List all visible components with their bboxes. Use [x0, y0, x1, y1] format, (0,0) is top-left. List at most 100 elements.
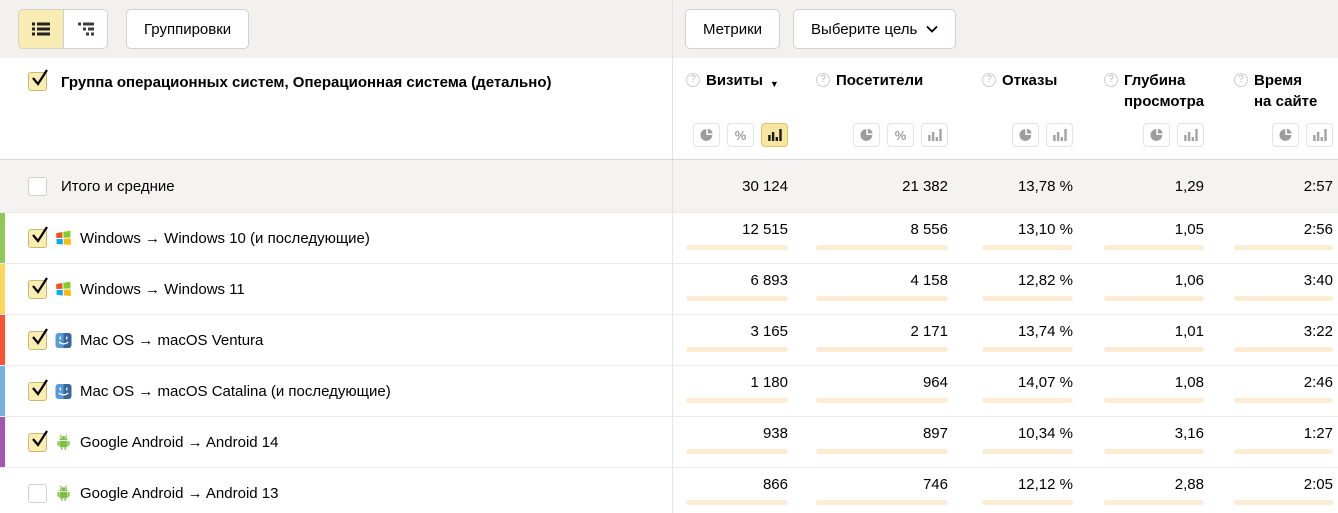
row-checkbox[interactable] — [28, 378, 48, 401]
cell-depth: 1,29 — [1077, 160, 1208, 212]
macos-icon — [55, 332, 72, 348]
row-checkbox[interactable] — [28, 483, 47, 503]
table-header: Группа операционных систем, Операционная… — [0, 58, 1338, 160]
help-icon[interactable]: ? — [686, 73, 700, 87]
cell-visits: 1 180 — [673, 366, 792, 416]
tree-view-button[interactable] — [63, 10, 107, 48]
metric-value: 14,07 % — [1017, 374, 1073, 391]
column-sort-visitors[interactable]: ? Посетители — [816, 70, 948, 91]
row-color-stripe — [0, 315, 5, 365]
table-row: Google Android → Android 13 866 746 12,1… — [0, 467, 1338, 513]
metric-value: 3:22 — [1303, 323, 1333, 340]
metric-value: 2,88 — [1174, 476, 1204, 493]
table-row: Mac OS → macOS Ventura 3 165 2 171 13,74… — [0, 314, 1338, 365]
cell-time: 2:05 — [1208, 468, 1338, 513]
toolbar-left: Группировки — [0, 0, 672, 58]
row-checkbox[interactable] — [28, 176, 47, 196]
metric-bar — [816, 347, 948, 352]
column-sort-bounce[interactable]: ? Отказы — [982, 70, 1073, 91]
cell-bounce: 14,07 % — [952, 366, 1077, 416]
row-checkbox[interactable] — [28, 276, 48, 299]
metric-bar — [982, 398, 1073, 403]
toggle-percent-visitors[interactable]: % — [887, 123, 914, 147]
row-checkbox[interactable] — [28, 429, 48, 452]
row-color-stripe — [0, 417, 5, 467]
metric-bar — [686, 500, 788, 505]
column-label: Визиты — [706, 72, 763, 89]
toggle-percent-visits[interactable]: % — [727, 123, 754, 147]
goal-selector-button[interactable]: Выберите цель — [793, 9, 957, 49]
row-checkbox[interactable] — [28, 327, 48, 350]
macos-icon — [55, 383, 72, 399]
toggle-bar-visitors[interactable] — [921, 123, 948, 147]
metric-value: 1:27 — [1303, 425, 1333, 442]
checkmark-icon — [32, 429, 48, 447]
help-icon[interactable]: ? — [1104, 73, 1118, 87]
cell-visits: 3 165 — [673, 315, 792, 365]
column-sort-time[interactable]: ? Время на сайте — [1234, 70, 1333, 112]
pie-chart-icon — [860, 128, 873, 141]
toggle-pie-visits[interactable] — [693, 123, 720, 147]
cell-visits: 12 515 — [673, 213, 792, 263]
metric-bar — [1104, 449, 1204, 454]
toggle-bar-time[interactable] — [1306, 123, 1333, 147]
groupings-button-label: Группировки — [144, 20, 232, 38]
metric-value: 964 — [922, 374, 948, 391]
cell-time: 2:46 — [1208, 366, 1338, 416]
metric-value: 3 165 — [750, 323, 788, 340]
goal-selector-label: Выберите цель — [811, 20, 918, 38]
cell-depth: 1,06 — [1077, 264, 1208, 314]
metric-bar — [982, 296, 1073, 301]
metric-value: 1,29 — [1174, 177, 1204, 195]
toggle-bar-visits[interactable] — [761, 123, 788, 147]
metric-bar — [1104, 500, 1204, 505]
metric-value: 4 158 — [910, 272, 948, 289]
checkmark-icon — [32, 69, 48, 86]
column-label: Время на сайте — [1254, 72, 1318, 110]
toolbar-right: Метрики Выберите цель — [672, 0, 1338, 58]
metric-bar — [686, 245, 788, 250]
toggle-pie-visitors[interactable] — [853, 123, 880, 147]
column-sort-depth[interactable]: ? Глубина просмотра — [1104, 70, 1204, 112]
windows-icon — [56, 281, 71, 296]
toggle-pie-bounce[interactable] — [1012, 123, 1039, 147]
cell-depth: 2,88 — [1077, 468, 1208, 513]
sort-desc-icon: ▼ — [769, 79, 779, 89]
cell-bounce: 12,12 % — [952, 468, 1077, 513]
cell-visitors: 746 — [792, 468, 952, 513]
checkmark-icon — [32, 276, 48, 294]
metric-value: 2:56 — [1303, 221, 1333, 238]
checkmark-icon — [32, 327, 48, 345]
metric-value: 938 — [762, 425, 788, 442]
os-icon — [55, 230, 72, 247]
metric-value: 1,05 — [1174, 221, 1204, 238]
column-sort-visits[interactable]: ? Визиты ▼ — [686, 70, 788, 95]
help-icon[interactable]: ? — [1234, 73, 1248, 87]
cell-bounce: 13,74 % — [952, 315, 1077, 365]
toggle-bar-depth[interactable] — [1177, 123, 1204, 147]
cell-time: 3:22 — [1208, 315, 1338, 365]
row-checkbox[interactable] — [28, 225, 48, 248]
help-icon[interactable]: ? — [982, 73, 996, 87]
list-view-button[interactable] — [19, 10, 63, 48]
metrics-button[interactable]: Метрики — [685, 9, 781, 49]
cell-visits: 30 124 — [673, 160, 792, 212]
bar-chart-icon — [1183, 129, 1198, 141]
os-icon — [55, 434, 72, 450]
toggle-pie-time[interactable] — [1272, 123, 1299, 147]
metric-value: 13,74 % — [1017, 323, 1073, 340]
top-toolbar: Группировки Метрики Выберите цель — [0, 0, 1338, 58]
groupings-button[interactable]: Группировки — [126, 9, 250, 49]
toggle-bar-bounce[interactable] — [1046, 123, 1073, 147]
select-all-checkbox[interactable] — [28, 69, 48, 91]
metric-value: 12,82 % — [1017, 272, 1073, 289]
metric-value: 1,08 — [1174, 374, 1204, 391]
toggle-pie-depth[interactable] — [1143, 123, 1170, 147]
metric-bar — [816, 398, 948, 403]
table-row: Windows → Windows 11 6 893 4 158 12,82 %… — [0, 263, 1338, 314]
metric-value: 21 382 — [902, 177, 948, 195]
cell-bounce: 13,78 % — [952, 160, 1077, 212]
help-icon[interactable]: ? — [816, 73, 830, 87]
cell-time: 3:40 — [1208, 264, 1338, 314]
metric-bar — [1234, 296, 1333, 301]
